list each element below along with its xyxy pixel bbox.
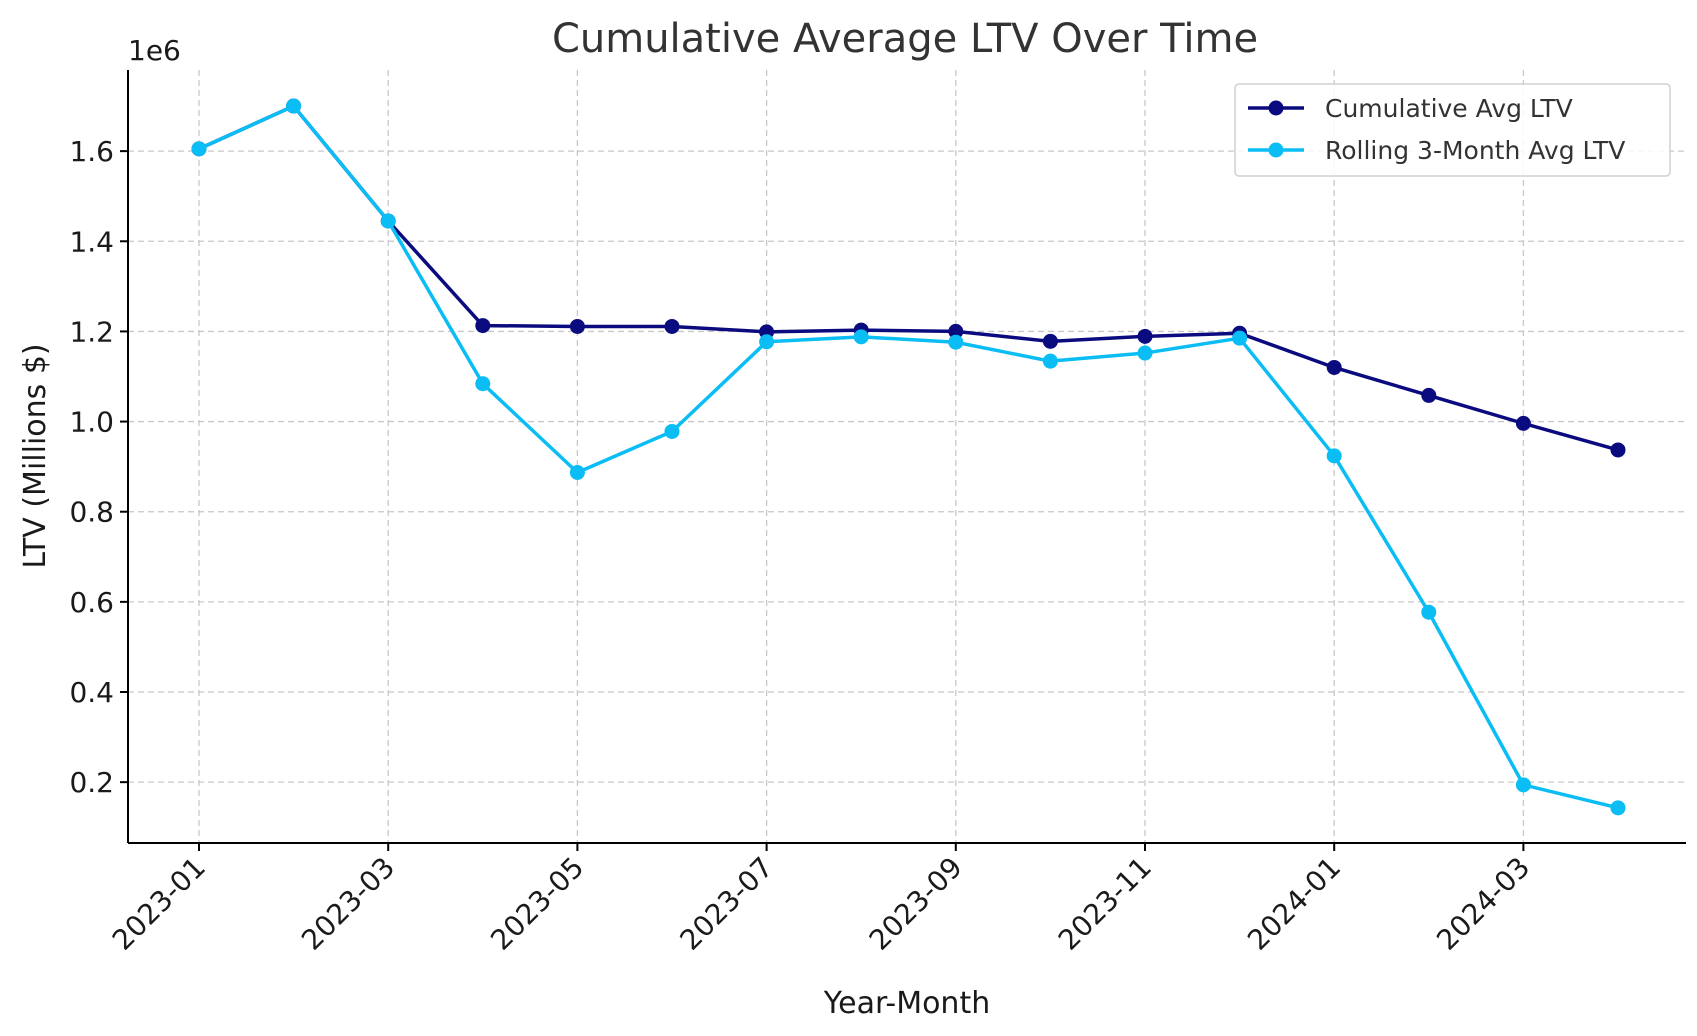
y-tick-label: 0.4 [69,676,114,709]
data-point [569,465,585,481]
x-tick-label: 2023-07 [673,851,779,957]
x-tick-label: 2023-05 [484,851,590,957]
legend-marker-rolling [1268,142,1284,158]
data-point [1421,604,1437,620]
data-point [664,423,680,439]
data-point [286,98,302,114]
y-axis-label: LTV (Millions $) [18,343,53,568]
x-tick-label: 2024-03 [1430,851,1536,957]
data-point [664,318,680,334]
x-tick-label: 2024-01 [1241,851,1347,957]
y-tick-label: 1.2 [69,315,114,348]
data-point [948,323,964,339]
y-tick-label: 0.2 [69,766,114,799]
x-tick-label: 2023-11 [1052,851,1158,957]
series-layer [191,98,1626,816]
data-point [1042,333,1058,349]
data-point [1515,777,1531,793]
data-point [380,213,396,229]
series-line-0 [197,104,1620,452]
y-tick-label: 0.6 [69,586,114,619]
axes [127,70,1686,844]
y-tick-label: 0.8 [69,496,114,529]
legend-label-rolling: Rolling 3-Month Avg LTV [1325,136,1625,165]
chart-title: Cumulative Average LTV Over Time [552,16,1258,62]
grid-lines [128,70,1686,843]
data-point [569,318,585,334]
ticks: 0.2 0.4 0.6 0.8 1.0 1.2 1.4 1.6 2023-01 2023-03 20… [69,135,1536,957]
y-axis-offset-label: 1e6 [128,34,181,67]
data-point [1326,448,1342,464]
x-tick-label: 2023-09 [863,851,969,957]
data-point [1421,387,1437,403]
data-point [1232,330,1248,346]
legend: Cumulative Avg LTV Rolling 3-Month Avg L… [1234,83,1671,177]
data-point [191,141,207,157]
data-point [1610,800,1626,816]
series-line-1 [197,104,1620,810]
data-point [1137,345,1153,361]
legend-marker-cumulative [1268,100,1284,116]
y-tick-label: 1.0 [69,406,114,439]
y-tick-label: 1.6 [69,135,114,168]
y-tick-label: 1.4 [69,225,114,258]
data-point [1515,415,1531,431]
data-point [1137,328,1153,344]
legend-frame [1234,83,1671,177]
data-point [853,329,869,345]
data-point [475,376,491,392]
legend-label-cumulative: Cumulative Avg LTV [1325,94,1573,123]
data-point [948,334,964,350]
data-point [1610,442,1626,458]
x-axis-label: Year-Month [823,986,990,1021]
data-point [1042,353,1058,369]
data-point [1326,359,1342,375]
data-point [475,318,491,334]
x-tick-label: 2023-01 [106,851,212,957]
x-tick-label: 2023-03 [295,851,401,957]
data-point [759,334,775,350]
